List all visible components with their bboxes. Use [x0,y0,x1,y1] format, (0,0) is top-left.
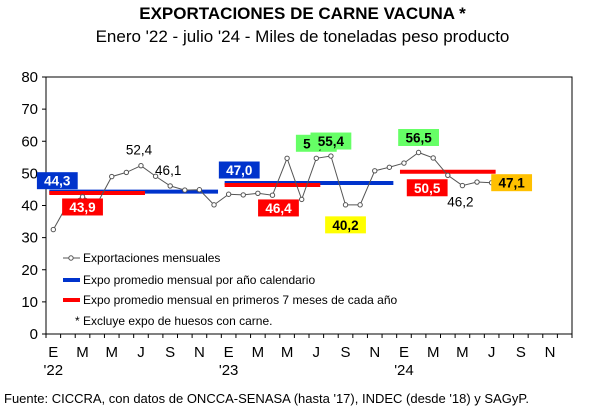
monthly-exports-point [138,162,144,169]
x-year-label: '22 [44,362,64,379]
value-annotation: 56,5 [405,130,432,145]
x-tick-label: E [48,344,58,361]
monthly-exports-point [79,194,86,200]
x-tick-label: M [76,344,89,361]
chart-source: Fuente: CICCRA, con datos de ONCCA-SENAS… [4,391,529,406]
x-tick-label: M [281,344,294,361]
value-annotation: 46,2 [447,195,473,210]
x-tick-label: N [369,344,380,361]
y-tick-label: 60 [21,133,38,150]
x-tick-label: N [194,344,205,361]
monthly-exports-point [474,179,480,185]
monthly-exports-point [211,202,217,208]
y-tick-label: 30 [21,230,38,247]
monthly-exports-point [386,164,393,170]
x-tick-label: M [252,344,265,361]
monthly-exports-point [182,187,188,193]
value-annotation: 46,1 [155,163,181,178]
monthly-exports-point [269,192,276,198]
first7-average-label-box [62,198,103,216]
monthly-exports-point [445,172,451,179]
legend-note: * Excluye expo de huesos con carne. [75,314,272,328]
monthly-exports-point [357,202,363,208]
legend-label-first7: Expo promedio mensual en primeros 7 mese… [83,293,398,307]
first7-average-label: 43,9 [69,200,95,215]
x-tick-label: J [488,344,496,361]
first7-average-label: 46,4 [265,201,292,216]
first7-average-label-box [406,179,448,197]
x-tick-label: S [341,344,351,361]
x-tick-label: S [516,344,526,361]
value-annotation: 55,4 [318,134,345,149]
monthly-exports-point [401,160,407,166]
legend-marker-monthly [68,255,74,261]
y-tick-label: 80 [21,69,38,86]
monthly-exports-point [328,153,334,159]
y-tick-label: 10 [21,294,38,311]
monthly-exports-point [240,192,246,198]
value-annotation: 47,1 [498,176,525,191]
x-tick-label: J [313,344,321,361]
x-tick-label: S [165,344,175,361]
value-annotation: 40,2 [332,218,358,233]
value-annotation: 52,4 [126,143,153,158]
value-annotation-box [310,132,352,150]
monthly-exports-point [50,226,57,233]
monthly-exports-point [255,190,261,196]
value-annotation-box [398,128,439,146]
monthly-exports-point [284,155,290,161]
monthly-exports-point [109,173,115,180]
monthly-exports-point [313,155,320,161]
monthly-exports-point [225,191,232,197]
x-tick-label: E [399,344,409,361]
x-tick-label: M [106,344,119,361]
monthly-exports-point [196,187,203,193]
value-annotation-box [325,216,366,234]
x-tick-label: N [545,344,556,361]
monthly-exports-point [459,182,466,189]
monthly-exports-point [430,155,436,161]
annual-average-label: 47,0 [226,163,252,178]
monthly-exports-point [167,183,173,189]
monthly-exports-point [298,196,305,203]
first7-average-label-box [258,199,299,217]
monthly-exports-point [342,202,349,208]
value-annotation-box [491,174,533,192]
y-tick-label: 20 [21,262,38,279]
legend-label-annual: Expo promedio mensual por año calendario [83,273,315,287]
monthly-exports-point [415,149,422,156]
chart-title: EXPORTACIONES DE CARNE VACUNA * [139,4,466,23]
legend-label-monthly: Exportaciones mensuales [83,251,220,265]
y-tick-label: 40 [21,198,38,215]
chart-subtitle: Enero '22 - julio '24 - Miles de tonelad… [95,27,510,46]
monthly-exports-point [372,168,378,174]
x-year-label: '24 [394,362,414,379]
monthly-exports-point [152,173,159,179]
y-tick-label: 50 [21,165,38,182]
x-tick-label: M [456,344,469,361]
y-tick-label: 70 [21,101,38,118]
annual-average-label: 44,3 [44,174,71,189]
annual-average-label-box [36,172,78,190]
x-year-label: '23 [219,362,239,379]
x-tick-label: J [137,344,145,361]
annual-average-label-box [218,161,260,179]
x-tick-label: E [224,344,234,361]
y-tick-label: 0 [30,326,38,343]
monthly-exports-point [123,169,130,176]
x-tick-label: M [427,344,440,361]
first7-average-label: 50,5 [414,181,441,196]
